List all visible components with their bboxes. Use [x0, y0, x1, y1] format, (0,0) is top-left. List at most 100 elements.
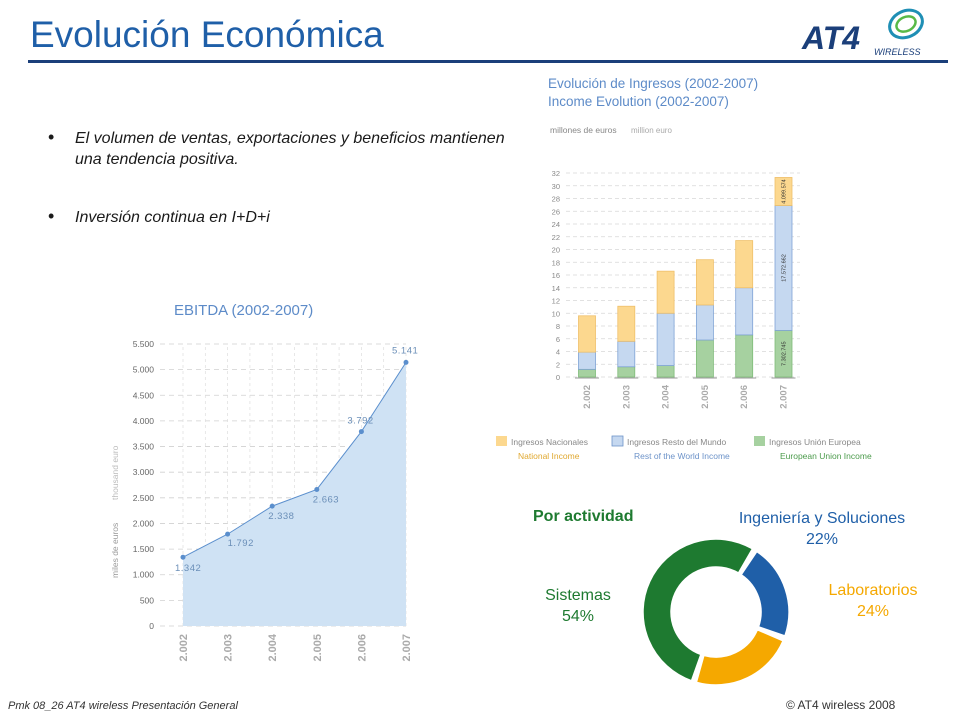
logo-subtext: WIRELESS [874, 47, 921, 57]
pie-slice-laboratorios [695, 628, 785, 686]
legend-swatch-ue [754, 436, 765, 446]
ebitda-ytick-label: 0 [149, 621, 154, 631]
legend-label-resto: Ingresos Resto del Mundo [627, 437, 726, 447]
legend-label-nacional: Ingresos Nacionales [511, 437, 588, 447]
income-data-label: 7.302.745 [782, 341, 788, 365]
income-x-axis: 2.002 2.003 2.004 2.005 2.006 2.007 [582, 384, 790, 408]
ebitda-xtick-label: 2.007 [401, 634, 413, 662]
income-ytick-label: 12 [552, 297, 560, 306]
ebitda-xtick-label: 2.005 [312, 634, 324, 662]
income-ytick-label: 22 [552, 233, 560, 242]
ebitda-point [358, 429, 364, 435]
income-ytick-label: 18 [552, 258, 560, 267]
legend-swatch-nacional [496, 436, 507, 446]
legend-label-resto-en: Rest of the World Income [634, 451, 730, 461]
ebitda-value-label: 2.663 [313, 494, 339, 505]
income-xtick-label: 2.002 [582, 385, 593, 409]
income-bar-nacional [735, 240, 754, 289]
ebitda-ytick-label: 3.500 [133, 442, 155, 452]
ebitda-ylabel: miles de euros [110, 523, 120, 578]
income-ytick-label: 26 [552, 207, 560, 216]
ebitda-xtick-label: 2.003 [223, 634, 235, 662]
pie-slice-ingenieria [740, 550, 790, 637]
income-bar-ue [695, 339, 714, 378]
income-ytick-label: 20 [552, 246, 560, 255]
income-bar-resto [735, 287, 754, 336]
logo-text: AT4 [801, 20, 860, 56]
income-data-label: 17.572.662 [782, 254, 788, 282]
footer-left-text: Pmk 08_26 AT4 wireless Presentación Gene… [8, 700, 238, 712]
logo-graphic: AT4 WIRELESS [801, 8, 924, 57]
bullet-dot: • [48, 127, 55, 147]
ebitda-point [225, 531, 231, 537]
income-xtick-label: 2.006 [739, 385, 750, 409]
income-xtick-label: 2.005 [700, 384, 711, 408]
income-bar-nacional [656, 270, 675, 314]
income-ytick-label: 8 [556, 322, 560, 331]
ebitda-point [314, 486, 320, 492]
ebitda-ytick-label: 1.500 [133, 544, 155, 554]
pie-label-ingenieria: Ingeniería y Soluciones 22% [712, 508, 932, 550]
income-ytick-label: 24 [552, 220, 560, 229]
income-ytick-label: 28 [552, 195, 560, 204]
ebitda-ytick-label: 2.000 [133, 518, 155, 528]
income-ytick-label: 2 [556, 360, 560, 369]
income-bar-resto [617, 340, 636, 368]
pie-label-ingenieria-pct: 22% [805, 531, 839, 548]
pie-label-sistemas: Sistemas 54% [528, 585, 628, 627]
ebitda-point [403, 359, 409, 365]
title-underline [28, 60, 948, 63]
ebitda-points: 1.342 1.792 2.338 2.663 3.792 5.141 [175, 345, 418, 574]
ebitda-line [182, 362, 407, 558]
ebitda-xtick-label: 2.002 [178, 634, 190, 662]
ebitda-xtick-label: 2.006 [356, 634, 368, 662]
ebitda-value-label: 3.792 [347, 416, 373, 427]
income-bar-resto [578, 351, 596, 370]
legend-swatch-resto [611, 435, 624, 447]
pie-label-laboratorios-pct: 24% [856, 603, 890, 620]
ebitda-point [180, 554, 186, 560]
ebitda-area [182, 362, 407, 626]
income-bar-ue [735, 334, 754, 378]
ebitda-chart-title: EBITDA (2002-2007) [174, 302, 313, 319]
income-xtick-label: 2.003 [621, 385, 632, 409]
pie-label-sistemas-pct: 54% [561, 608, 595, 625]
footer-copyright: © AT4 wireless 2008 [786, 698, 896, 712]
ebitda-xtick-label: 2.004 [267, 633, 279, 661]
ebitda-ytick-label: 4.000 [133, 416, 155, 426]
bullet-dot: • [48, 206, 55, 226]
pie-slice-sistemas [642, 538, 754, 682]
income-ytick-label: 6 [556, 335, 560, 344]
ebitda-point [269, 503, 275, 509]
ebitda-ylabel-en: thousand euro [110, 445, 120, 500]
ebitda-ytick-label: 5.000 [133, 365, 155, 375]
income-ytick-label: 10 [552, 309, 560, 318]
ebitda-ytick-label: 500 [140, 595, 154, 605]
ebitda-ytick-label: 1.000 [133, 570, 155, 580]
income-xtick-label: 2.004 [661, 384, 672, 408]
income-ytick-label: 16 [552, 271, 560, 280]
pie-label-laboratorios: Laboratorios 24% [818, 580, 928, 622]
income-legend: Ingresos Nacionales National Income Ingr… [496, 435, 872, 461]
ebitda-ytick-label: 2.500 [133, 493, 155, 503]
income-bar-nacional [695, 259, 714, 306]
income-bar-resto [656, 312, 675, 366]
legend-label-ue-en: European Union Income [780, 451, 872, 461]
income-bar-resto [695, 304, 714, 341]
income-chart: Evolución de Ingresos (2002-2007) Income… [496, 76, 872, 461]
ebitda-value-label: 1.792 [228, 538, 254, 549]
income-xtick-label: 2.007 [779, 385, 790, 409]
page-title: Evolución Económica [30, 14, 384, 55]
pie-chart-title: Por actividad [533, 508, 634, 525]
ebitda-x-axis: 2.002 2.003 2.004 2.005 2.006 2.007 [178, 633, 413, 661]
income-data-labels: 7.302.745 17.572.662 4.099.574 [782, 179, 788, 366]
ebitda-area-fill [183, 362, 406, 626]
income-ytick-label: 14 [552, 284, 560, 293]
income-bar-nacional [578, 315, 596, 353]
income-ytick-label: 30 [552, 182, 560, 191]
bullet-text: Inversión continua en I+D+i [75, 209, 270, 226]
income-data-label: 4.099.574 [782, 179, 788, 203]
income-bar-nacional [774, 177, 793, 206]
income-bar-ue [617, 366, 636, 378]
pie-label-laboratorios-name: Laboratorios [828, 582, 918, 599]
